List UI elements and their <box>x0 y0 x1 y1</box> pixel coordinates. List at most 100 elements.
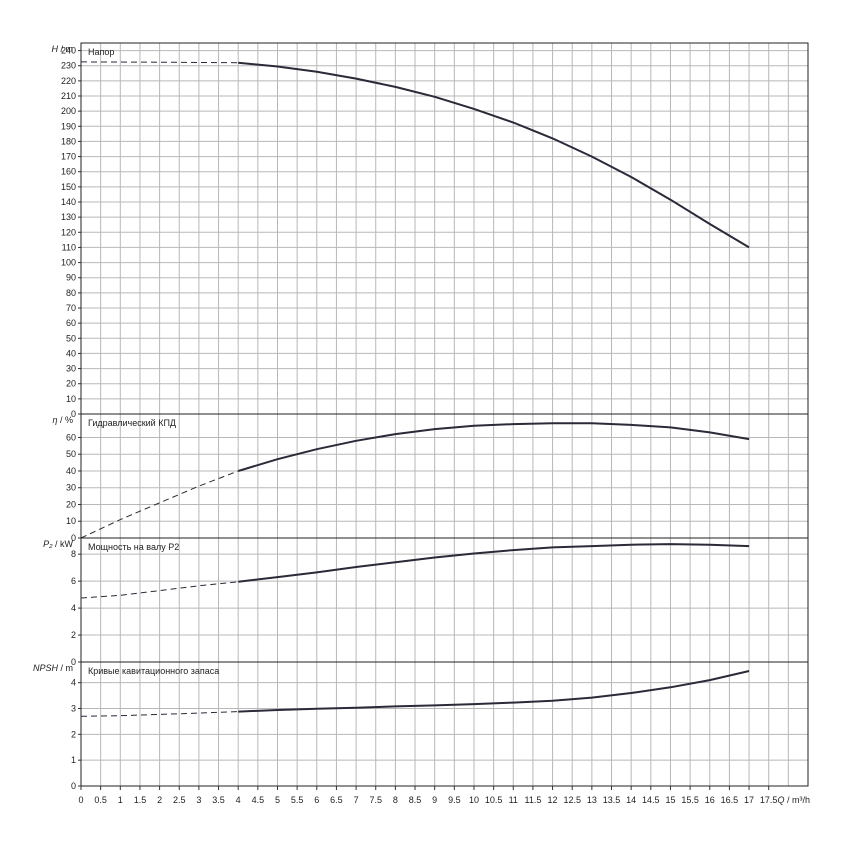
x-tick-label: 0 <box>78 795 83 805</box>
y-tick-label: 130 <box>61 212 76 222</box>
x-tick-label: 8 <box>393 795 398 805</box>
y-tick-label: 170 <box>61 152 76 162</box>
x-tick-label: 13 <box>587 795 597 805</box>
y-tick-label: 50 <box>66 449 76 459</box>
x-tick-label: 7.5 <box>369 795 382 805</box>
y-tick-label: 20 <box>66 499 76 509</box>
x-tick-label: 13.5 <box>603 795 621 805</box>
x-tick-label: 12 <box>548 795 558 805</box>
x-tick-label: 3 <box>196 795 201 805</box>
x-tick-label: 2 <box>157 795 162 805</box>
y-tick-label: 180 <box>61 136 76 146</box>
x-axis-label: Q / m³/h <box>777 795 810 805</box>
y-tick-label: 0 <box>71 781 76 791</box>
x-tick-label: 10.5 <box>485 795 503 805</box>
y-tick-label: 230 <box>61 61 76 71</box>
x-tick-label: 5 <box>275 795 280 805</box>
panel-title: Мощность на валу P2 <box>88 542 179 552</box>
y-tick-label: 210 <box>61 91 76 101</box>
y-tick-label: 2 <box>71 729 76 739</box>
x-tick-label: 1.5 <box>134 795 147 805</box>
x-tick-label: 14.5 <box>642 795 660 805</box>
x-tick-label: 10 <box>469 795 479 805</box>
y-axis-unit: / % <box>57 415 73 425</box>
y-tick-label: 30 <box>66 483 76 493</box>
y-axis-symbol: NPSH <box>33 663 59 673</box>
head-curve-dashed <box>80 61 239 64</box>
x-axis: 0 0.5 1 1.5 2 2.5 3 3.5 4 4.5 5 5.5 6 6.5 7 7.5 8 8.5 9 9.5… <box>78 786 810 805</box>
x-tick-label: 17 <box>744 795 754 805</box>
y-axis-unit: / m <box>58 44 73 54</box>
x-tick-label: 15 <box>665 795 675 805</box>
x-tick-label: 0.5 <box>94 795 107 805</box>
panel-frame <box>80 42 809 415</box>
x-tick-label: 5.5 <box>291 795 304 805</box>
y-axis-symbol: H <box>52 44 59 54</box>
y-axis-label: H / m <box>52 44 74 54</box>
x-tick-label: 4.5 <box>252 795 265 805</box>
y-axis-label: NPSH / m <box>33 663 73 673</box>
y-tick-label: 220 <box>61 76 76 86</box>
y-axis-unit: / m <box>58 663 73 673</box>
x-tick-label: 4 <box>236 795 241 805</box>
y-tick-label: 10 <box>66 516 76 526</box>
head-curve <box>238 61 750 249</box>
x-tick-label: 14 <box>626 795 636 805</box>
x-tick-label: 1 <box>118 795 123 805</box>
y-tick-label: 110 <box>62 242 76 252</box>
x-tick-label: 8.5 <box>409 795 422 805</box>
y-tick-label: 60 <box>66 318 76 328</box>
y-tick-label: 60 <box>66 432 76 442</box>
y-tick-label: 100 <box>61 258 76 268</box>
power-curve <box>238 543 750 583</box>
efficiency-curve-dashed <box>80 470 239 539</box>
x-tick-label: 3.5 <box>212 795 225 805</box>
y-tick-label: 200 <box>61 106 76 116</box>
x-tick-label: 16 <box>705 795 715 805</box>
x-tick-label: 2.5 <box>173 795 186 805</box>
x-tick-label: 11.5 <box>524 795 541 805</box>
y-tick-label: 120 <box>61 227 76 237</box>
y-tick-label: 90 <box>66 273 76 283</box>
y-tick-label: 1 <box>71 755 76 765</box>
panel-efficiency: 0 10 20 30 40 50 60 Гидравлический КПД η / % <box>52 413 809 543</box>
y-tick-label: 10 <box>66 394 76 404</box>
y-tick-label: 80 <box>66 288 76 298</box>
power-curve-dashed <box>80 581 239 599</box>
y-axis-symbol: η <box>52 415 57 425</box>
y-tick-label: 40 <box>66 348 76 358</box>
y-tick-label: 6 <box>71 576 76 586</box>
y-tick-label: 240 <box>61 46 76 56</box>
y-tick-label: 8 <box>71 549 76 559</box>
y-tick-label: 20 <box>66 379 76 389</box>
y-tick-label: 0 <box>71 409 76 419</box>
x-axis-unit: / m³/h <box>784 795 810 805</box>
y-tick-label: 40 <box>66 466 76 476</box>
y-tick-label: 160 <box>61 167 76 177</box>
npsh-curve-dashed <box>80 711 239 717</box>
x-tick-label: 12.5 <box>563 795 581 805</box>
npsh-curve <box>238 670 750 713</box>
x-tick-label: 11 <box>509 795 518 805</box>
y-tick-label: 140 <box>61 197 76 207</box>
panel-title: Гидравлический КПД <box>88 418 176 428</box>
y-tick-label: 3 <box>71 704 76 714</box>
x-tick-label: 16.5 <box>721 795 739 805</box>
efficiency-curve <box>237 422 750 472</box>
y-tick-label: 4 <box>71 678 76 688</box>
x-tick-label: 7 <box>354 795 359 805</box>
y-axis-label: η / % <box>52 415 73 425</box>
panel-title: Кривые кавитационного запаса <box>88 666 219 676</box>
x-tick-label: 15.5 <box>681 795 699 805</box>
y-tick-label: 0 <box>71 657 76 667</box>
y-tick-label: 30 <box>66 364 76 374</box>
y-axis-unit: / kW <box>53 539 74 549</box>
x-tick-label: 9 <box>432 795 437 805</box>
panel-power: 0 2 4 6 8 Мощность на валу P2 P₂ / kW <box>43 537 809 667</box>
panel-npsh: 0 1 2 3 4 Кривые кавитационного запаса NPSH / … <box>33 661 809 791</box>
y-tick-label: 50 <box>66 333 76 343</box>
x-tick-label: 9.5 <box>448 795 461 805</box>
y-tick-label: 2 <box>71 630 76 640</box>
